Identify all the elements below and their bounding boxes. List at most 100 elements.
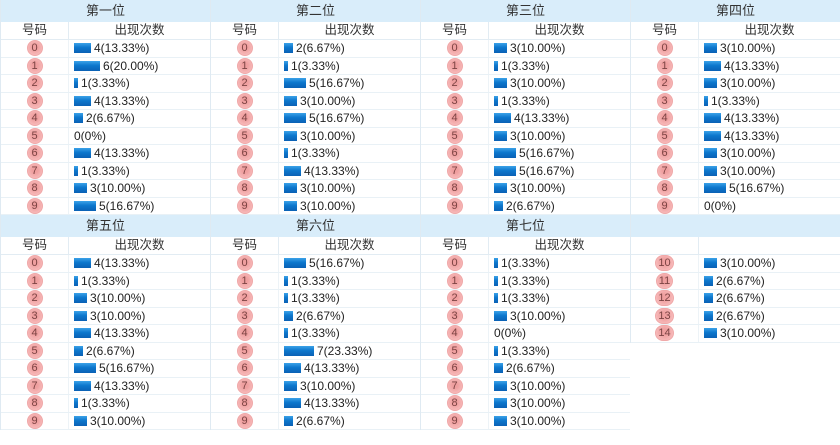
table-row: 3 3(10.00%) (1, 307, 210, 325)
count-cell: 3(10.00%) (699, 163, 840, 180)
number-cell: 4 (631, 110, 699, 127)
frequency-bar (284, 293, 288, 304)
number-cell: 2 (421, 290, 489, 307)
count-label: 3(10.00%) (720, 76, 776, 91)
number-ball: 9 (446, 412, 463, 429)
count-cell: 4(13.33%) (279, 395, 420, 412)
number-column-header: 号码 (1, 22, 69, 39)
count-label: 3(10.00%) (300, 181, 356, 196)
section-title: 第七位 (421, 215, 630, 237)
count-label: 3(10.00%) (720, 41, 776, 56)
count-cell: 3(10.00%) (279, 198, 420, 215)
frequency-bar (704, 60, 721, 71)
table-row: 3 3(10.00%) (211, 92, 420, 110)
number-ball: 8 (26, 395, 43, 412)
table-row: 2 3(10.00%) (421, 75, 630, 93)
frequency-bar (74, 380, 91, 391)
number-ball: 8 (656, 180, 673, 197)
number-cell: 3 (631, 92, 699, 109)
position-section-6: 第六位 号码 出现次数 0 5(16.67%) 1 1(3.33%) 2 1(3.33%) 3 2(… (210, 215, 420, 430)
number-cell: 3 (1, 92, 69, 109)
frequency-bar (284, 415, 293, 426)
count-cell: 4(13.33%) (699, 58, 840, 75)
count-label: 3(10.00%) (510, 181, 566, 196)
number-ball: 3 (446, 307, 463, 324)
count-label: 7(23.33%) (317, 343, 373, 358)
table-row: 8 3(10.00%) (421, 395, 630, 413)
frequency-bar (284, 183, 297, 194)
table-row: 13 2(6.67%) (631, 307, 840, 325)
count-cell: 1(3.33%) (489, 290, 630, 307)
count-cell: 6(20.00%) (69, 58, 210, 75)
count-cell: 3(10.00%) (69, 308, 210, 325)
frequency-bar (494, 95, 498, 106)
count-cell: 2(6.67%) (279, 413, 420, 430)
count-cell: 1(3.33%) (489, 255, 630, 272)
count-cell: 1(3.33%) (69, 273, 210, 290)
count-cell: 4(13.33%) (69, 378, 210, 395)
count-cell: 4(13.33%) (69, 325, 210, 342)
number-cell: 11 (631, 272, 699, 289)
count-label: 5(16.67%) (309, 76, 365, 91)
frequency-bar (74, 165, 78, 176)
count-label: 4(13.33%) (94, 41, 150, 56)
frequency-bar (74, 183, 87, 194)
column-headers: 号码 出现次数 (1, 22, 210, 40)
count-cell: 5(16.67%) (69, 360, 210, 377)
frequency-bar (494, 60, 498, 71)
table-row: 3 1(3.33%) (631, 92, 840, 110)
table-row: 2 1(3.33%) (421, 290, 630, 308)
number-ball: 8 (236, 180, 253, 197)
frequency-bar (284, 363, 301, 374)
frequency-bar (74, 293, 87, 304)
count-label: 5(16.67%) (519, 163, 575, 178)
count-label: 5(16.67%) (519, 146, 575, 161)
number-column-header: 号码 (211, 237, 279, 254)
count-label: 2(6.67%) (296, 41, 345, 56)
table-row: 8 3(10.00%) (421, 180, 630, 198)
frequency-bar (704, 113, 721, 124)
frequency-bar (284, 165, 301, 176)
number-cell: 1 (1, 272, 69, 289)
table-row: 11 2(6.67%) (631, 272, 840, 290)
table-row: 9 5(16.67%) (1, 197, 210, 215)
number-ball: 0 (656, 40, 673, 57)
count-cell: 1(3.33%) (279, 273, 420, 290)
frequency-bar (284, 95, 297, 106)
count-label: 1(3.33%) (501, 58, 550, 73)
number-cell: 4 (211, 325, 279, 342)
section-title: 第二位 (211, 0, 420, 22)
table-row: 7 3(10.00%) (631, 162, 840, 180)
count-cell: 3(10.00%) (699, 145, 840, 162)
count-cell: 1(3.33%) (279, 325, 420, 342)
frequency-bar (284, 78, 306, 89)
frequency-bar (494, 380, 507, 391)
count-cell: 1(3.33%) (279, 58, 420, 75)
frequency-bar (74, 328, 91, 339)
number-cell: 3 (421, 92, 489, 109)
count-label: 0(0%) (704, 198, 737, 213)
table-row: 5 3(10.00%) (421, 127, 630, 145)
number-ball: 0 (446, 40, 463, 57)
number-ball: 1 (236, 57, 253, 74)
number-ball: 3 (236, 307, 253, 324)
table-row: 2 5(16.67%) (211, 75, 420, 93)
frequency-bar (494, 345, 498, 356)
number-ball: 4 (446, 325, 463, 342)
positions-band-top: 第一位 号码 出现次数 0 4(13.33%) 1 6(20.00%) 2 1(3.33%) 3 4… (0, 0, 840, 215)
number-ball: 1 (236, 272, 253, 289)
frequency-bar (74, 275, 78, 286)
number-cell: 0 (1, 255, 69, 272)
number-ball: 7 (446, 162, 463, 179)
frequency-bar (494, 165, 516, 176)
number-ball: 3 (446, 92, 463, 109)
table-row: 5 0(0%) (1, 127, 210, 145)
number-ball: 7 (26, 377, 43, 394)
number-ball: 8 (26, 180, 43, 197)
count-label: 1(3.33%) (81, 273, 130, 288)
count-label: 4(13.33%) (304, 396, 360, 411)
number-ball: 9 (446, 197, 463, 214)
number-cell: 0 (211, 40, 279, 57)
frequency-bar (284, 148, 288, 159)
number-cell: 5 (211, 127, 279, 144)
